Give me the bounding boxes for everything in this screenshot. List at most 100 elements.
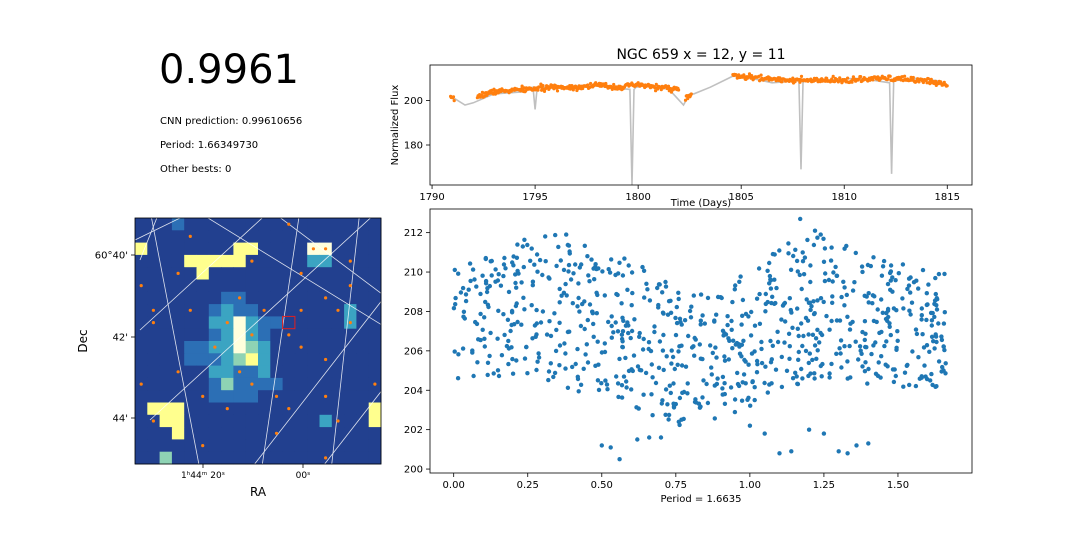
y-tick-label: 44' <box>113 414 128 425</box>
phase-point <box>629 328 635 334</box>
phase-point <box>845 359 850 364</box>
phase-point <box>682 318 688 323</box>
phase-point <box>643 370 649 376</box>
pixel <box>294 316 308 330</box>
phase-point <box>455 376 461 381</box>
phase-point <box>642 295 647 300</box>
phase-point <box>489 273 494 278</box>
pixel <box>294 439 308 453</box>
phase-point <box>801 333 806 339</box>
phase-point <box>800 376 805 381</box>
phase-point <box>485 360 491 365</box>
pixel <box>294 390 308 403</box>
phase-point <box>931 339 936 344</box>
phase-point <box>836 449 841 454</box>
star-marker <box>151 419 155 423</box>
y-tick-label: 200 <box>404 96 423 107</box>
pixel <box>233 304 247 317</box>
phase-point <box>722 381 727 386</box>
phase-point <box>543 259 548 264</box>
pixel <box>208 291 222 305</box>
pixel <box>221 451 234 465</box>
phase-point <box>932 301 937 307</box>
phase-point <box>787 296 792 301</box>
phase-point <box>483 281 489 286</box>
star-marker <box>299 308 303 312</box>
phase-point <box>513 272 518 277</box>
phase-point <box>818 296 824 301</box>
flux-point <box>850 80 854 84</box>
phase-point <box>656 282 662 287</box>
phase-point <box>568 277 574 282</box>
pixel <box>258 328 271 342</box>
phase-point <box>772 301 777 306</box>
pixel <box>307 353 320 366</box>
pixel <box>147 439 160 453</box>
phase-point <box>939 369 944 374</box>
phase-point <box>890 275 895 280</box>
phase-point <box>557 343 563 348</box>
phase-point <box>799 321 804 326</box>
phase-point <box>929 323 934 328</box>
phase-point <box>812 228 818 233</box>
phase-point <box>919 306 924 311</box>
phase-point <box>775 329 780 334</box>
phase-point <box>767 382 772 387</box>
flux-point <box>666 84 671 88</box>
phase-point <box>885 308 891 313</box>
phase-point <box>784 368 790 373</box>
phase-point <box>548 333 554 339</box>
pixel <box>319 427 333 440</box>
phase-point <box>921 345 927 350</box>
phase-point <box>891 306 897 311</box>
phase-point <box>788 267 794 272</box>
phase-point <box>591 334 596 339</box>
phase-point <box>888 287 893 292</box>
pixel <box>135 365 148 379</box>
phase-point <box>909 300 915 305</box>
pixel <box>270 254 283 268</box>
phase-point <box>625 287 630 292</box>
phase-point <box>765 268 770 273</box>
grid-line <box>324 390 381 464</box>
phase-point <box>860 269 865 275</box>
phase-point <box>591 266 596 271</box>
phase-point <box>649 362 654 367</box>
phase-point <box>811 311 817 317</box>
pixel <box>282 439 296 453</box>
pixel <box>135 439 148 453</box>
phase-point <box>810 332 816 337</box>
pixel <box>294 242 308 256</box>
pixel <box>368 267 382 280</box>
phase-point <box>779 384 785 390</box>
phase-point <box>941 321 947 326</box>
pixel <box>258 402 271 416</box>
phase-point <box>708 343 713 348</box>
flux-point <box>451 95 456 99</box>
phase-point <box>637 367 642 373</box>
pixel <box>245 341 259 354</box>
phase-point <box>770 251 776 257</box>
star-marker <box>336 308 340 312</box>
flux-point <box>791 76 795 80</box>
grid-line <box>149 218 371 421</box>
phase-point <box>660 290 665 295</box>
pixel <box>171 439 185 453</box>
pixel <box>331 377 345 391</box>
phase-point <box>725 322 730 328</box>
phase-point <box>554 327 559 333</box>
pixel <box>159 230 173 243</box>
phase-point <box>740 313 745 318</box>
phase-point <box>614 374 619 379</box>
phase-point <box>522 307 527 312</box>
pixel <box>245 242 259 256</box>
pixel <box>294 414 308 428</box>
phase-point <box>757 291 762 297</box>
pixel <box>319 341 333 354</box>
phase-point <box>663 412 668 417</box>
pixel <box>171 414 185 428</box>
pixel <box>135 218 148 231</box>
star-marker <box>311 247 315 251</box>
pixel <box>270 451 283 465</box>
phase-point <box>547 319 552 324</box>
